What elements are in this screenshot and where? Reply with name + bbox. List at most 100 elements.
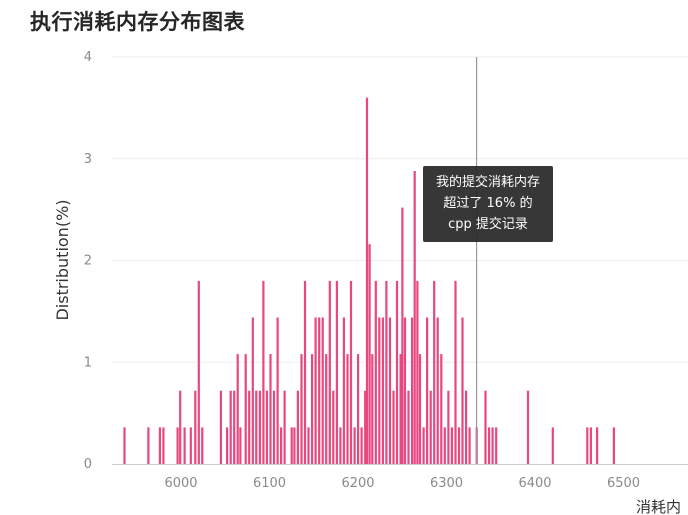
distribution-bar[interactable] xyxy=(407,390,410,464)
distribution-bar[interactable] xyxy=(349,280,353,464)
distribution-bar[interactable] xyxy=(484,390,487,464)
distribution-bar[interactable] xyxy=(265,390,268,464)
distribution-bar[interactable] xyxy=(596,427,599,464)
distribution-bar[interactable] xyxy=(353,427,356,464)
y-tick-label: 1 xyxy=(84,355,92,370)
y-tick-label: 0 xyxy=(84,457,92,472)
distribution-bar[interactable] xyxy=(433,280,436,464)
distribution-bar[interactable] xyxy=(401,207,404,464)
tooltip-line: cpp 提交记录 xyxy=(448,217,528,232)
distribution-bar[interactable] xyxy=(236,354,239,464)
distribution-bar[interactable] xyxy=(332,390,335,464)
distribution-bar[interactable] xyxy=(296,390,299,464)
distribution-bar[interactable] xyxy=(526,390,530,464)
distribution-bar[interactable] xyxy=(586,427,589,464)
distribution-bar[interactable] xyxy=(447,390,450,464)
distribution-bar[interactable] xyxy=(465,390,468,464)
distribution-bar[interactable] xyxy=(392,390,395,464)
distribution-bar[interactable] xyxy=(385,280,388,464)
distribution-bar[interactable] xyxy=(443,427,446,464)
distribution-bar[interactable] xyxy=(123,427,126,464)
distribution-bar[interactable] xyxy=(189,427,192,464)
distribution-bar[interactable] xyxy=(457,427,461,464)
distribution-bar[interactable] xyxy=(321,317,324,465)
distribution-bar[interactable] xyxy=(201,427,204,464)
distribution-bar[interactable] xyxy=(290,427,293,464)
distribution-bar[interactable] xyxy=(158,427,161,464)
distribution-bar[interactable] xyxy=(283,390,286,464)
distribution-bar[interactable] xyxy=(450,427,453,464)
distribution-bar[interactable] xyxy=(176,427,179,464)
distribution-bar[interactable] xyxy=(314,317,317,465)
distribution-bar[interactable] xyxy=(413,171,416,464)
distribution-bar[interactable] xyxy=(318,317,321,465)
distribution-bar[interactable] xyxy=(422,427,425,464)
distribution-bar[interactable] xyxy=(251,317,254,465)
distribution-bar[interactable] xyxy=(374,280,377,464)
distribution-bar[interactable] xyxy=(272,390,276,464)
distribution-bar[interactable] xyxy=(395,280,399,464)
distribution-bar[interactable] xyxy=(179,390,182,464)
distribution-bar[interactable] xyxy=(339,427,342,464)
distribution-bar[interactable] xyxy=(248,390,251,464)
distribution-bar[interactable] xyxy=(328,280,331,464)
distribution-bar[interactable] xyxy=(488,427,491,464)
distribution-bar[interactable] xyxy=(418,354,422,464)
distribution-bar[interactable] xyxy=(311,354,314,464)
distribution-bar[interactable] xyxy=(229,390,232,464)
distribution-bar[interactable] xyxy=(371,354,374,464)
distribution-bar[interactable] xyxy=(233,390,236,464)
distribution-bar[interactable] xyxy=(303,280,307,464)
distribution-bar[interactable] xyxy=(244,354,247,464)
distribution-bar[interactable] xyxy=(293,427,296,464)
distribution-bar[interactable] xyxy=(378,317,381,465)
distribution-bar[interactable] xyxy=(388,317,392,465)
distribution-bar[interactable] xyxy=(346,354,349,464)
distribution-bar[interactable] xyxy=(461,317,464,465)
distribution-bar[interactable] xyxy=(551,427,554,464)
distribution-bar[interactable] xyxy=(239,427,242,464)
distribution-bar[interactable] xyxy=(335,280,338,464)
distribution-bar[interactable] xyxy=(258,390,261,464)
distribution-bar[interactable] xyxy=(365,97,369,464)
x-tick-label: 6100 xyxy=(253,476,286,491)
distribution-bar[interactable] xyxy=(269,354,272,464)
distribution-bar[interactable] xyxy=(436,317,439,465)
distribution-bar[interactable] xyxy=(197,280,200,464)
distribution-bar[interactable] xyxy=(255,390,258,464)
distribution-bar[interactable] xyxy=(147,427,150,464)
distribution-bar[interactable] xyxy=(612,427,615,464)
distribution-bar[interactable] xyxy=(491,427,494,464)
distribution-bars[interactable] xyxy=(123,97,615,465)
distribution-bar[interactable] xyxy=(426,317,429,465)
distribution-bar[interactable] xyxy=(280,427,283,464)
distribution-bar[interactable] xyxy=(342,317,345,465)
distribution-bar[interactable] xyxy=(276,317,279,465)
distribution-bar[interactable] xyxy=(429,390,432,464)
distribution-bar[interactable] xyxy=(162,427,165,464)
distribution-bar[interactable] xyxy=(364,390,367,464)
distribution-bar[interactable] xyxy=(325,354,328,464)
submission-tooltip: 我的提交消耗内存 超过了 16% 的 cpp 提交记录 xyxy=(423,166,553,242)
distribution-bar[interactable] xyxy=(194,390,197,464)
distribution-bar[interactable] xyxy=(381,317,384,465)
page-title: 执行消耗内存分布图表 xyxy=(30,10,245,34)
distribution-bar[interactable] xyxy=(368,244,371,464)
distribution-bar[interactable] xyxy=(226,427,229,464)
distribution-bar[interactable] xyxy=(360,427,363,464)
distribution-bar[interactable] xyxy=(468,427,471,464)
distribution-bar[interactable] xyxy=(183,427,186,464)
distribution-bar[interactable] xyxy=(357,354,360,464)
distribution-bar[interactable] xyxy=(454,280,457,464)
distribution-bar[interactable] xyxy=(219,390,222,464)
distribution-bar[interactable] xyxy=(411,317,414,465)
distribution-bar[interactable] xyxy=(262,280,265,464)
distribution-bar[interactable] xyxy=(495,427,498,464)
distribution-bar[interactable] xyxy=(399,354,402,464)
distribution-bar[interactable] xyxy=(589,427,592,464)
distribution-bar[interactable] xyxy=(403,317,407,465)
distribution-bar[interactable] xyxy=(300,354,303,464)
distribution-bar[interactable] xyxy=(416,280,419,464)
distribution-bar[interactable] xyxy=(307,427,310,464)
distribution-bar[interactable] xyxy=(440,354,443,464)
